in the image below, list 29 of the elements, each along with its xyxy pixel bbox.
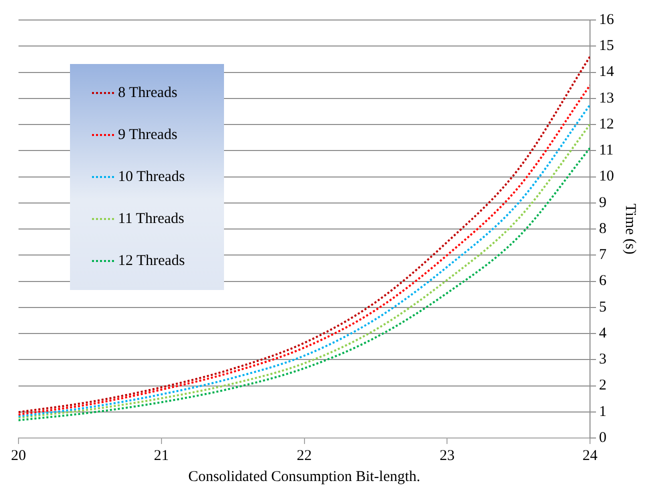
y-tick-label: 6 [599,273,607,290]
y-tick-label: 14 [599,64,614,80]
legend-label: 9 Threads [118,126,178,144]
y-tick-label: 10 [599,168,614,185]
y-tick-label: 1 [599,404,606,420]
y-tick-label: 7 [599,247,607,264]
x-tick-label: 24 [582,448,598,464]
y-tick-label: 8 [599,220,606,237]
y-tick-label: 16 [599,12,614,28]
y-tick-label: 9 [599,194,606,211]
y-axis-title: Time (s) [622,204,638,254]
y-tick-label: 11 [599,142,614,159]
y-tick-label: 5 [599,299,606,316]
x-tick-label: 21 [154,448,169,464]
y-tick-label: 13 [599,90,614,106]
legend-label: 8 Threads [118,84,178,102]
legend-label: 12 Threads [118,252,185,270]
y-tick-label: 0 [599,430,606,446]
x-tick-label: 20 [11,448,26,464]
y-tick-label: 2 [599,378,606,394]
legend-label: 11 Threads [118,210,184,228]
x-axis-title: Consolidated Consumption Bit-length. [188,468,420,485]
x-tick-label: 22 [296,448,312,464]
y-tick-label: 15 [599,38,614,54]
legend-label: 10 Threads [118,168,185,186]
y-tick-label: 3 [599,352,606,368]
y-tick-label: 12 [599,116,614,132]
x-tick-label: 23 [440,448,455,464]
y-tick-label: 4 [599,325,607,342]
